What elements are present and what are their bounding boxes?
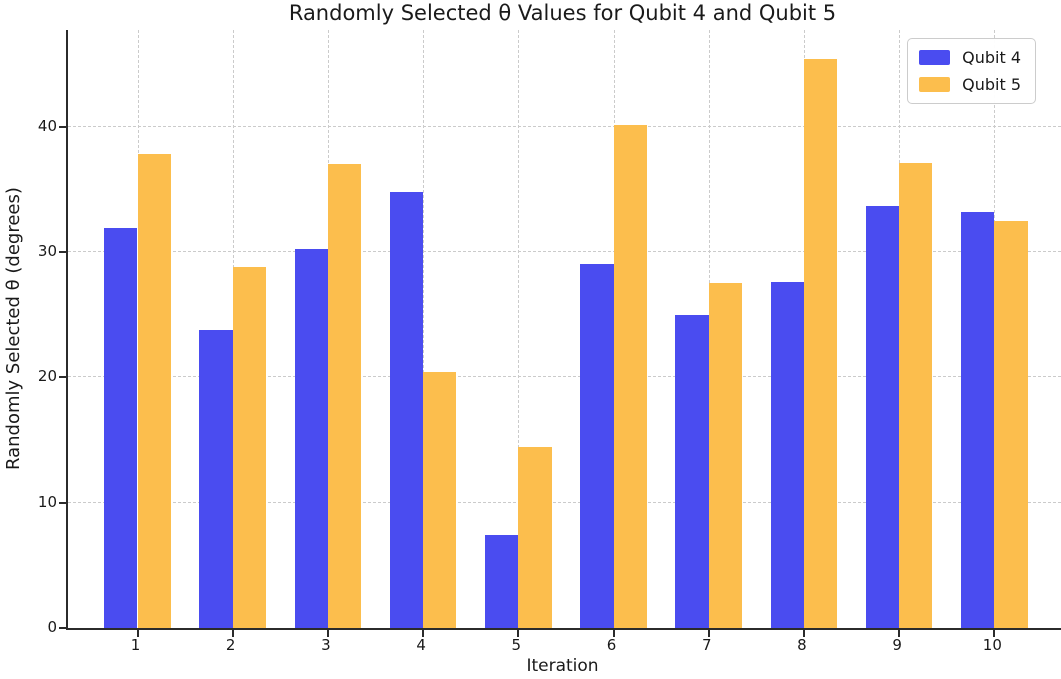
x-tick-mark [802,630,805,637]
chart-title: Randomly Selected θ Values for Qubit 4 a… [288,1,837,25]
qubit4-swatch-icon [919,50,951,65]
bar-qubit4-iter10 [961,211,995,628]
bar-qubit5-iter9 [899,162,933,628]
y-tick-label: 20 [37,367,57,386]
v-gridline [518,30,520,628]
legend-label: Qubit 5 [962,75,1021,94]
h-gridline [68,125,1061,127]
bar-qubit5-iter4 [423,372,457,628]
bar-qubit5-iter8 [803,58,838,628]
y-tick-mark [59,125,66,128]
x-tick-label: 9 [892,636,902,654]
x-tick-mark [898,630,901,637]
x-tick-mark [517,630,520,637]
bar-qubit4-iter4 [389,191,424,628]
h-gridline [68,501,1061,503]
x-tick-mark [136,630,139,637]
bar-qubit5-iter7 [708,283,743,628]
x-tick-label: 1 [130,636,141,654]
bar-qubit4-iter9 [865,205,900,628]
x-tick-label: 4 [416,636,426,654]
bar-qubit4-iter5 [485,535,519,628]
y-tick-label: 0 [47,618,57,636]
bar-qubit5-iter10 [994,220,1028,628]
x-tick-label: 2 [225,636,236,654]
bar-qubit5-iter5 [518,447,552,628]
x-tick-label: 3 [321,636,331,654]
bar-qubit4-iter7 [675,314,709,628]
bar-qubit5-iter3 [327,164,362,628]
x-tick-label: 8 [797,636,807,654]
bar-qubit5-iter6 [613,125,647,628]
x-tick-label: 6 [606,636,617,654]
y-tick-label: 30 [37,241,57,260]
x-axis-label: Iteration [526,656,599,676]
legend: Qubit 4 Qubit 5 [907,38,1036,104]
x-tick-label: 7 [701,636,712,654]
bar-qubit4-iter6 [580,264,614,628]
qubit5-swatch-icon [919,77,951,92]
h-gridline [68,250,1061,252]
x-tick-mark [993,630,996,637]
x-tick-mark [231,630,234,637]
x-tick-label: 10 [982,636,1002,654]
bar-qubit5-iter1 [137,154,171,628]
y-tick-mark [59,501,66,504]
y-tick-mark [59,376,66,379]
bar-qubit4-iter2 [199,329,233,628]
x-tick-mark [326,630,329,637]
plot-area [59,30,1061,637]
bar-qubit4-iter8 [770,282,804,628]
y-tick-label: 10 [37,492,57,511]
h-gridline [68,376,1061,378]
legend-item-qubit4: Qubit 4 [919,48,1021,67]
x-tick-mark [707,630,710,637]
legend-item-qubit5: Qubit 5 [919,75,1021,94]
bar-qubit5-iter2 [232,266,267,628]
y-tick-label: 40 [37,116,57,135]
bar-qubit4-iter3 [294,249,328,628]
x-tick-label: 5 [511,636,522,654]
x-tick-mark [612,630,615,637]
y-tick-mark [59,627,66,629]
legend-label: Qubit 4 [962,48,1021,67]
y-tick-mark [59,250,66,253]
bar-qubit4-iter1 [104,228,138,628]
v-gridline [423,30,425,628]
x-tick-mark [422,630,425,637]
